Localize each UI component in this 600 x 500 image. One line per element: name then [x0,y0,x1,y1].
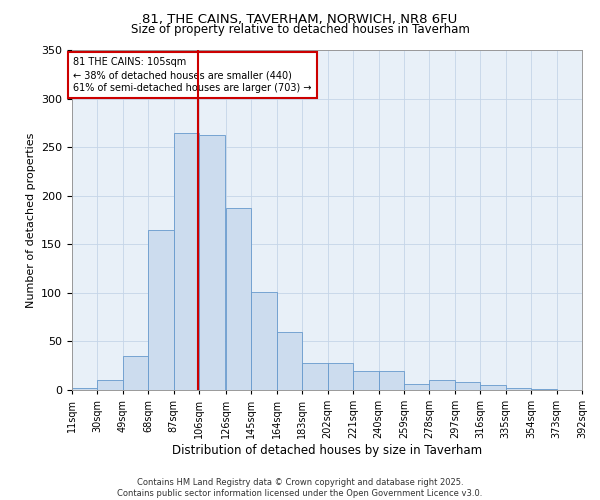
Text: Contains HM Land Registry data © Crown copyright and database right 2025.
Contai: Contains HM Land Registry data © Crown c… [118,478,482,498]
Bar [531,389,557,390]
Bar [148,230,174,390]
Bar [328,363,353,390]
Bar [302,363,328,390]
Bar [226,208,251,390]
Text: Size of property relative to detached houses in Taverham: Size of property relative to detached ho… [131,22,469,36]
X-axis label: Distribution of detached houses by size in Taverham: Distribution of detached houses by size … [172,444,482,457]
Bar [455,382,480,390]
Bar [379,370,404,390]
Bar [72,388,97,390]
Bar [353,370,379,390]
Bar [506,388,531,390]
Bar [97,380,123,390]
Y-axis label: Number of detached properties: Number of detached properties [26,132,35,308]
Bar [251,292,277,390]
Bar [199,134,224,390]
Bar [430,380,455,390]
Bar [174,132,199,390]
Text: 81 THE CAINS: 105sqm
← 38% of detached houses are smaller (440)
61% of semi-deta: 81 THE CAINS: 105sqm ← 38% of detached h… [73,57,312,93]
Text: 81, THE CAINS, TAVERHAM, NORWICH, NR8 6FU: 81, THE CAINS, TAVERHAM, NORWICH, NR8 6F… [142,12,458,26]
Bar [404,384,430,390]
Bar [582,388,600,390]
Bar [480,385,506,390]
Bar [277,332,302,390]
Bar [123,356,148,390]
